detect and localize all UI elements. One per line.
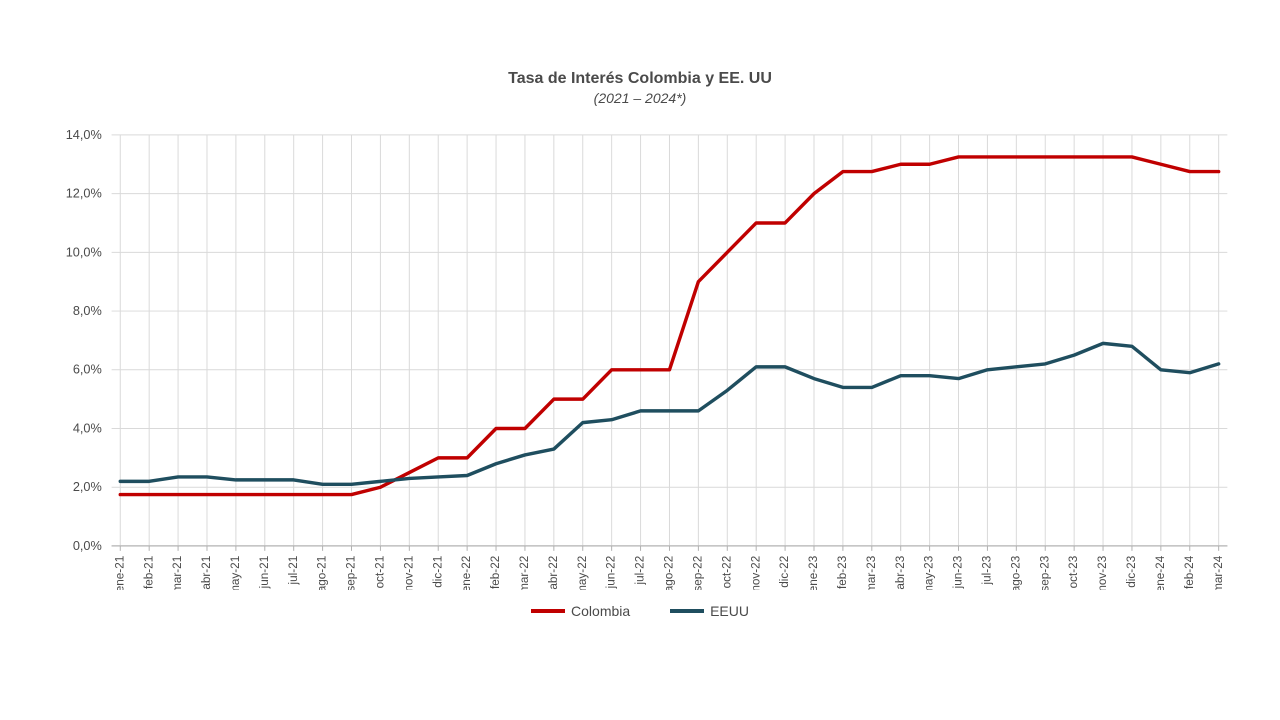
y-tick-label: 2,0% <box>73 479 102 494</box>
x-tick-label: jun-22 <box>605 556 618 590</box>
chart-legend: Colombia EEUU <box>0 600 1280 619</box>
x-tick-label: nov-22 <box>749 556 762 590</box>
x-tick-label: feb-23 <box>836 555 849 589</box>
legend-label-colombia: Colombia <box>571 603 630 619</box>
y-tick-label: 0,0% <box>73 538 102 553</box>
x-tick-label: ene-24 <box>1154 555 1167 590</box>
legend-swatch-colombia <box>531 609 565 613</box>
x-tick-label: sep-21 <box>345 556 358 590</box>
x-tick-label: dic-21 <box>431 556 444 588</box>
legend-item-colombia: Colombia <box>531 603 630 619</box>
x-tick-label: sep-23 <box>1038 555 1051 590</box>
x-tick-label: mar-22 <box>518 556 531 590</box>
x-tick-label: abr-21 <box>200 556 213 590</box>
chart-plot-area: 0,0%2,0%4,0%6,0%8,0%10,0%12,0%14,0%ene-2… <box>100 130 1240 550</box>
chart-svg: 0,0% 2,0% 4,0% 6,0% 8,0% 10,0% 12,0% 14,0% ene-2… <box>40 130 1250 590</box>
y-tick-label: 10,0% <box>66 244 102 259</box>
y-tick-label: 8,0% <box>73 303 102 318</box>
x-tick-label: ago-21 <box>316 556 329 590</box>
interest-rate-chart: Tasa de Interés Colombia y EE. UU (2021 … <box>0 0 1280 720</box>
x-tick-label: dic-23 <box>1125 555 1138 587</box>
x-tick-label: may-21 <box>229 556 242 590</box>
x-tick-label: feb-22 <box>489 556 502 589</box>
x-tick-label: jul-21 <box>287 556 300 586</box>
x-tick-label: ene-21 <box>113 556 126 590</box>
y-tick-label: 4,0% <box>73 420 102 435</box>
legend-label-eeuu: EEUU <box>710 603 749 619</box>
x-tick-label: ene-22 <box>460 556 473 590</box>
x-tick-label: ago-23 <box>1009 555 1022 590</box>
x-tick-label: dic-22 <box>778 556 791 588</box>
x-tick-label: feb-21 <box>142 556 155 589</box>
legend-item-eeuu: EEUU <box>670 603 749 619</box>
chart-title-block: Tasa de Interés Colombia y EE. UU (2021 … <box>0 0 1280 106</box>
x-tick-label: nov-21 <box>402 556 415 590</box>
x-tick-label: oct-21 <box>374 556 387 589</box>
chart-subtitle: (2021 – 2024*) <box>0 90 1280 106</box>
legend-swatch-eeuu <box>670 609 704 613</box>
x-tick-label: may-22 <box>576 556 589 590</box>
x-tick-label: oct-22 <box>720 556 733 589</box>
x-tick-label: mar-24 <box>1212 555 1225 590</box>
x-tick-label: jul-22 <box>634 556 647 586</box>
x-tick-label: jul-23 <box>981 555 994 585</box>
x-tick-label: may-23 <box>923 555 936 590</box>
x-tick-label: ene-23 <box>807 555 820 590</box>
x-tick-label: mar-23 <box>865 555 878 590</box>
x-tick-label: abr-22 <box>547 556 560 590</box>
x-tick-label: oct-23 <box>1067 555 1080 588</box>
x-tick-label: nov-23 <box>1096 555 1109 590</box>
x-tick-label: abr-23 <box>894 555 907 589</box>
x-tick-label: jun-23 <box>952 555 965 589</box>
x-tick-label: sep-22 <box>691 556 704 590</box>
x-tick-label: ago-22 <box>663 556 676 590</box>
x-tick-label: jun-21 <box>258 556 271 590</box>
y-tick-label: 14,0% <box>66 130 102 142</box>
y-tick-label: 12,0% <box>66 186 102 201</box>
x-tick-label: mar-21 <box>171 556 184 590</box>
y-tick-label: 6,0% <box>73 362 102 377</box>
x-tick-label: feb-24 <box>1183 555 1196 589</box>
chart-title: Tasa de Interés Colombia y EE. UU <box>0 70 1280 88</box>
